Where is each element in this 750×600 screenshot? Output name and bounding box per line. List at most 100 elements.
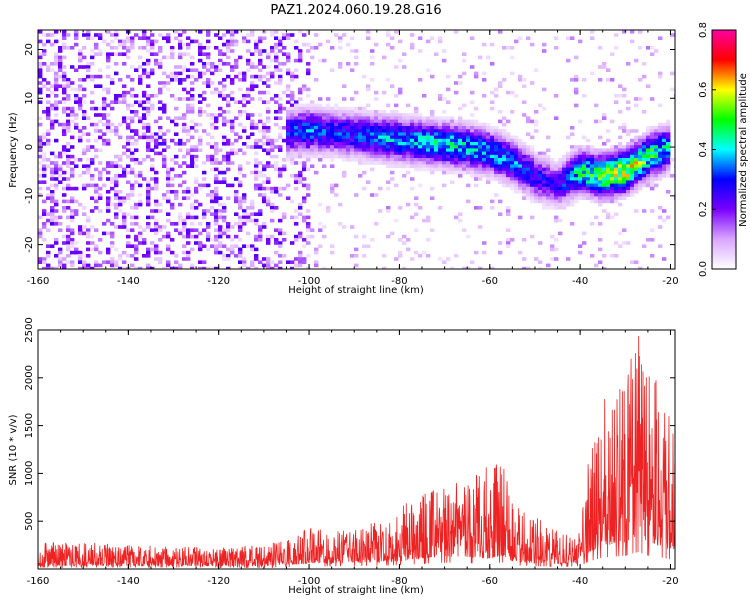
heatmap-cell xyxy=(390,116,395,120)
heatmap-cell xyxy=(182,154,187,159)
heatmap-cell xyxy=(154,135,159,140)
heatmap-cell xyxy=(514,94,519,98)
heatmap-cell xyxy=(242,94,247,98)
heatmap-cell xyxy=(190,202,195,207)
heatmap-cell xyxy=(50,151,55,156)
heatmap-cell xyxy=(106,231,111,236)
heatmap-cell xyxy=(274,250,279,255)
heatmap-cell xyxy=(482,161,487,165)
heatmap-cell xyxy=(42,199,47,204)
heatmap-cell xyxy=(442,158,447,162)
heatmap-cell xyxy=(458,119,463,124)
heatmap-cell xyxy=(498,135,503,140)
heatmap-cell xyxy=(66,238,71,242)
heatmap-cell xyxy=(418,36,423,40)
heatmap-cell xyxy=(78,97,83,101)
heatmap-cell xyxy=(366,138,371,143)
heatmap-cell xyxy=(462,167,467,172)
heatmap-cell xyxy=(602,196,607,200)
heatmap-cell xyxy=(202,110,207,114)
heatmap-cell xyxy=(458,132,463,136)
heatmap-cell xyxy=(394,113,399,117)
heatmap-cell xyxy=(66,244,71,248)
heatmap-cell xyxy=(582,161,587,165)
heatmap-cell xyxy=(578,174,583,178)
heatmap-cell xyxy=(414,142,419,146)
heatmap-cell xyxy=(114,126,119,130)
heatmap-cell xyxy=(318,42,323,47)
heatmap-cell xyxy=(282,231,287,236)
heatmap-cell xyxy=(598,158,603,162)
heatmap-cell xyxy=(306,103,311,108)
heatmap-cell xyxy=(346,148,351,152)
heatmap-cell xyxy=(214,186,219,191)
heatmap-cell xyxy=(218,180,223,184)
heatmap-cell xyxy=(338,222,343,226)
heatmap-cell xyxy=(318,148,323,152)
heatmap-cell xyxy=(234,58,239,63)
heatmap-cell xyxy=(158,81,163,85)
heatmap-cell xyxy=(462,154,467,159)
heatmap-cell xyxy=(174,106,179,111)
heatmap-cell xyxy=(658,215,663,220)
heatmap-cell xyxy=(426,68,431,72)
heatmap-cell xyxy=(262,132,267,136)
heatmap-cell xyxy=(110,177,115,181)
heatmap-cell xyxy=(322,106,327,111)
heatmap-cell xyxy=(146,74,151,79)
heatmap-cell xyxy=(542,196,547,200)
heatmap-cell xyxy=(638,30,643,34)
heatmap-cell xyxy=(262,65,267,69)
heatmap-cell xyxy=(298,202,303,207)
heatmap-cell xyxy=(54,218,59,223)
heatmap-cell xyxy=(422,151,427,156)
heatmap-cell xyxy=(534,68,539,72)
heatmap-cell xyxy=(126,142,131,146)
heatmap-cell xyxy=(286,100,291,104)
heatmap-cell xyxy=(290,74,295,79)
heatmap-cell xyxy=(398,138,403,143)
heatmap-cell xyxy=(46,164,51,168)
heatmap-cell xyxy=(494,135,499,140)
heatmap-cell xyxy=(490,90,495,95)
heatmap-cell xyxy=(38,62,43,66)
heatmap-cell xyxy=(442,135,447,140)
heatmap-cell xyxy=(258,36,263,40)
heatmap-cell xyxy=(574,78,579,82)
heatmap-cell xyxy=(290,151,295,156)
heatmap-cell xyxy=(306,94,311,98)
heatmap-cell xyxy=(94,33,99,37)
heatmap-cell xyxy=(566,158,571,162)
heatmap-cell xyxy=(246,135,251,140)
heatmap-cell xyxy=(482,94,487,98)
heatmap-cell xyxy=(522,170,527,175)
heatmap-cell xyxy=(618,161,623,165)
heatmap-cell xyxy=(506,180,511,184)
heatmap-cell xyxy=(542,177,547,181)
heatmap-cell xyxy=(518,78,523,82)
heatmap-cell xyxy=(494,148,499,152)
heatmap-cell xyxy=(222,119,227,124)
heatmap-cell xyxy=(122,215,127,220)
heatmap-cell xyxy=(258,90,263,95)
heatmap-cell xyxy=(326,97,331,101)
heatmap-cell xyxy=(58,167,63,172)
heatmap-cell xyxy=(658,244,663,248)
heatmap-cell xyxy=(298,254,303,258)
heatmap-cell xyxy=(306,193,311,197)
heatmap-cell xyxy=(278,170,283,175)
heatmap-cell xyxy=(262,90,267,95)
heatmap-cell xyxy=(54,186,59,191)
heatmap-cell xyxy=(506,167,511,172)
heatmap-cell xyxy=(638,148,643,152)
heatmap-cell xyxy=(446,74,451,79)
heatmap-cell xyxy=(234,74,239,79)
heatmap-cell xyxy=(342,119,347,124)
heatmap-cell xyxy=(46,110,51,114)
heatmap-cell xyxy=(478,206,483,210)
heatmap-cell xyxy=(410,148,415,152)
heatmap-cell xyxy=(558,170,563,175)
heatmap-cell xyxy=(446,138,451,143)
heatmap-cell xyxy=(246,87,251,92)
heatmap-cell xyxy=(454,138,459,143)
